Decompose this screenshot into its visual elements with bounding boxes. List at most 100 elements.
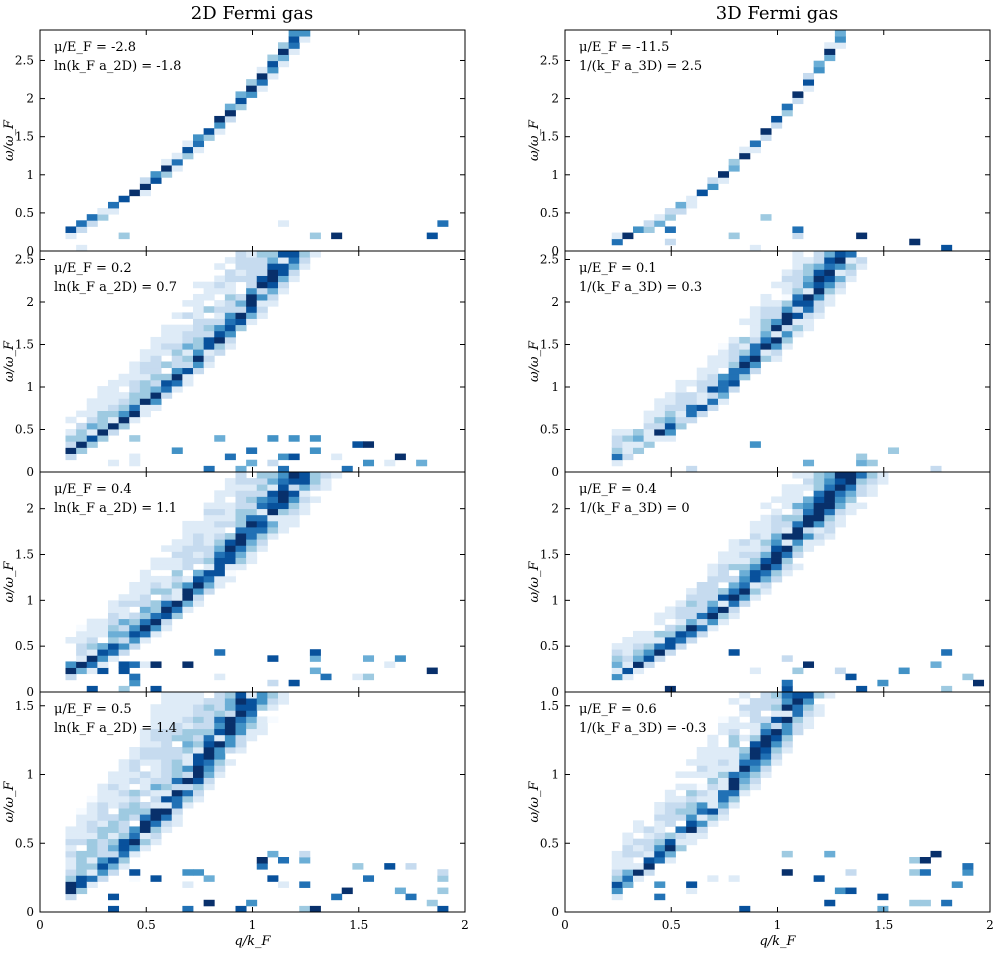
heatmap-cell [611,869,623,876]
heatmap-cell [654,435,666,442]
heatmap-cell [139,618,151,626]
heatmap-cell [171,336,183,344]
heatmap-cell [760,539,772,546]
heatmap-cell [309,30,321,31]
heatmap-cell [611,429,623,436]
heatmap-cell [129,398,141,405]
heatmap-cell [256,502,268,510]
heatmap-cell [246,312,258,319]
heatmap-cell [803,478,815,485]
heatmap-cell [171,594,183,601]
heatmap-cell [97,661,109,668]
heatmap-cell [267,72,279,80]
y-tick-label-zero: 0 [26,685,34,699]
heatmap-cell [256,514,268,522]
heatmap-cell [299,508,311,516]
heatmap-cell [203,287,215,295]
heatmap-cell [686,771,698,778]
heatmap-cell [171,588,183,595]
heatmap-cell [150,606,162,613]
heatmap-cell [161,783,173,791]
heatmap-cell [235,91,247,98]
heatmap-cell [760,722,772,730]
heatmap-cell [246,722,258,730]
heatmap-cell [781,533,793,540]
heatmap-cell [86,832,98,840]
heatmap-cell [664,214,676,221]
heatmap-cell [246,704,258,711]
heatmap-cell [749,704,761,711]
heatmap-cell [792,527,804,534]
heatmap-cell [171,728,183,736]
heatmap-cell [813,692,825,693]
heatmap-cell [686,410,698,418]
heatmap-cell [771,336,783,344]
x-axis [39,251,466,472]
heatmap-cell [749,312,761,319]
heatmap-cell [686,618,698,626]
heatmap-cell [214,533,226,540]
heatmap-cell [267,54,279,62]
heatmap-cell [686,612,698,620]
heatmap-cell [76,637,88,644]
heatmap-cell [930,661,942,668]
heatmap-cell [771,514,783,522]
heatmap-cell [877,478,889,485]
heatmap-cell [749,330,761,338]
heatmap-cell [696,814,708,821]
heatmap-cell [256,704,268,711]
heatmap-cell [203,588,215,595]
heatmap-cell [86,441,98,448]
heatmap-cell [267,293,279,301]
heatmap-cell [611,893,623,901]
heatmap-cell [739,722,751,730]
heatmap-cell [749,777,761,785]
heatmap-cell [214,765,226,772]
heatmap-cell [150,808,162,815]
heatmap-cell [675,771,687,778]
heatmap-cell [182,802,194,809]
heatmap-cell [203,361,215,369]
heatmap-cell [813,875,825,882]
heatmap-cell [267,478,279,485]
heatmap-cell [129,624,141,632]
heatmap-cell [86,618,98,626]
heatmap-cell [771,527,783,534]
heatmap-cell [718,557,730,565]
heatmap-cell [760,355,772,362]
heatmap-cell [171,551,183,558]
heatmap-cell [118,808,130,815]
heatmap-cell [118,379,130,387]
heatmap-cell [771,545,783,552]
heatmap-cell [824,692,836,699]
heatmap-cell [267,520,279,528]
heatmap-cell [235,557,247,565]
heatmap-cell [256,293,268,301]
heatmap-cell [171,692,183,699]
heatmap-cell [749,698,761,705]
heatmap-cell [363,655,375,662]
heatmap-cell [792,710,804,717]
heatmap-cell [214,771,226,778]
heatmap-cell [246,85,258,92]
heatmap-cell [182,740,194,748]
heatmap-cell [193,789,205,797]
heatmap-cell [171,447,183,454]
heatmap-cell [384,863,396,870]
heatmap-cell [696,759,708,766]
y-tick-label: 0.5 [540,639,559,653]
heatmap-cell [193,783,205,791]
heatmap-cell [749,722,761,730]
heatmap-cell [129,637,141,644]
heatmap-cell [193,728,205,736]
heatmap-cell [278,692,290,699]
heatmap-cell [760,349,772,356]
heatmap-cell [150,765,162,772]
heatmap-cell [76,649,88,656]
heatmap-cell [267,281,279,289]
heatmap-cell [129,594,141,601]
heatmap-cell [320,478,332,485]
heatmap-cell [707,183,719,191]
heatmap-cell [941,649,953,656]
heatmap-cell [696,826,708,833]
